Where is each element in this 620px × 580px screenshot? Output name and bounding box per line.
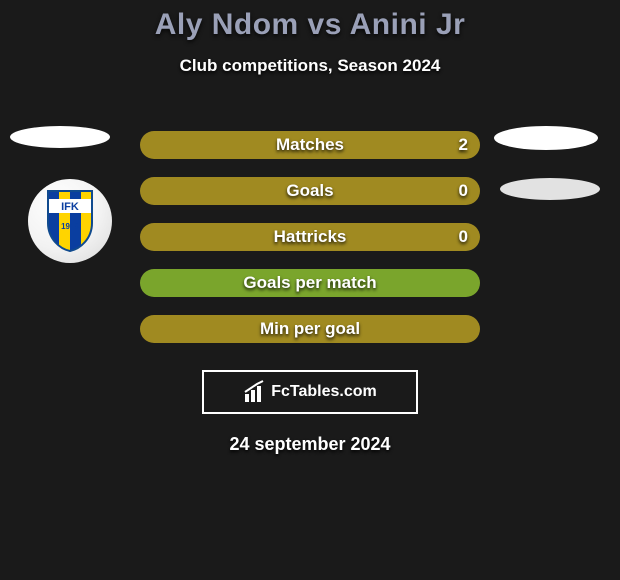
- stat-row: Matches 2: [0, 122, 620, 168]
- stat-label: Goals per match: [243, 273, 376, 293]
- stat-bar: Goals per match: [140, 269, 480, 297]
- stat-label: Goals: [286, 181, 333, 201]
- stat-bar: Matches 2: [140, 131, 480, 159]
- comparison-title: Aly Ndom vs Anini Jr: [0, 0, 620, 42]
- brand-text: FcTables.com: [271, 383, 377, 401]
- stat-row: Min per goal: [0, 306, 620, 352]
- brand-box-inner: FcTables.com: [243, 380, 377, 404]
- stat-label: Min per goal: [260, 319, 360, 339]
- stat-label: Matches: [276, 135, 344, 155]
- stat-bar: Hattricks 0: [140, 223, 480, 251]
- stat-row: Goals 0: [0, 168, 620, 214]
- stat-label: Hattricks: [274, 227, 347, 247]
- stats-container: Matches 2 Goals 0 Hattricks 0 Goals per match M…: [0, 122, 620, 352]
- brand-box: FcTables.com: [202, 370, 418, 414]
- stat-row: Hattricks 0: [0, 214, 620, 260]
- stat-row: Goals per match: [0, 260, 620, 306]
- fctables-bars-icon: [243, 380, 267, 404]
- stat-bar: Goals 0: [140, 177, 480, 205]
- comparison-subtitle: Club competitions, Season 2024: [0, 56, 620, 76]
- stat-bar: Min per goal: [140, 315, 480, 343]
- stat-value-right: 2: [459, 135, 468, 155]
- stat-value-right: 0: [459, 227, 468, 247]
- stat-value-right: 0: [459, 181, 468, 201]
- generated-date: 24 september 2024: [0, 434, 620, 455]
